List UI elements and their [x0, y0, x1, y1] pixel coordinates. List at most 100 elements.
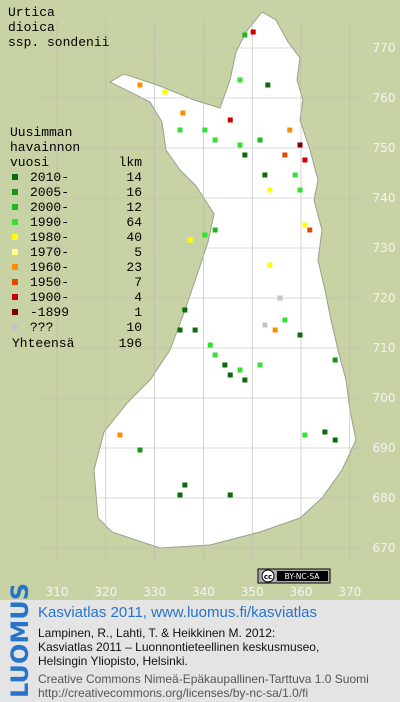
- badge-text: BY-NC-SA: [285, 572, 321, 581]
- legend-total: 196: [119, 336, 142, 351]
- license-line: Creative Commons Nimeä-Epäkaupallinen-Ta…: [38, 672, 369, 686]
- y-tick-label: 740: [373, 191, 396, 205]
- badge-band: [277, 571, 328, 581]
- legend-heading: Uusimman: [10, 125, 72, 140]
- observation: [267, 187, 273, 193]
- observation: [302, 432, 308, 438]
- observation: [187, 237, 193, 243]
- legend-label: 2000-: [30, 200, 69, 215]
- observation: [192, 327, 198, 333]
- observation: [332, 437, 338, 443]
- legend-count: 5: [134, 245, 142, 260]
- observation: [212, 352, 218, 358]
- citation-line: Kasviatlas 2011 – Luonnontieteellinen ke…: [38, 640, 319, 654]
- legend-count: 7: [134, 275, 142, 290]
- badge-cc: cc: [264, 573, 272, 581]
- observation: [237, 142, 243, 148]
- y-tick-label: 710: [373, 341, 396, 355]
- y-tick-label: 670: [373, 541, 396, 555]
- legend-count: 1: [134, 305, 142, 320]
- legend-swatch: [12, 189, 18, 195]
- x-tick-label: 360: [290, 585, 313, 599]
- observation: [257, 137, 263, 143]
- legend-label: ???: [30, 320, 53, 335]
- observation: [242, 32, 248, 38]
- observation: [322, 429, 328, 435]
- y-tick-label: 690: [373, 441, 396, 455]
- legend-heading: vuosi: [10, 155, 49, 170]
- observation: [182, 307, 188, 313]
- observation: [272, 327, 278, 333]
- observation: [227, 117, 233, 123]
- observation: [302, 222, 308, 228]
- observation: [177, 327, 183, 333]
- observation: [182, 482, 188, 488]
- observation: [262, 172, 268, 178]
- observation: [137, 447, 143, 453]
- observation: [282, 317, 288, 323]
- observation: [262, 322, 268, 328]
- legend-heading: havainnon: [10, 140, 80, 155]
- species-line: ssp. sondenii: [8, 35, 110, 50]
- legend-swatch: [12, 294, 18, 300]
- legend-swatch: [12, 324, 18, 330]
- x-tick-label: 340: [192, 585, 215, 599]
- legend-label: 2010-: [30, 170, 69, 185]
- legend-count: 4: [134, 290, 142, 305]
- observation: [265, 82, 271, 88]
- legend-label: -1899: [30, 305, 69, 320]
- y-tick-label: 730: [373, 241, 396, 255]
- observation: [287, 127, 293, 133]
- observation: [177, 127, 183, 133]
- headline: Kasviatlas 2011, www.luomus.fi/kasviatla…: [38, 604, 317, 621]
- observation: [277, 295, 283, 301]
- legend-count: 14: [126, 170, 142, 185]
- observation: [250, 29, 256, 35]
- legend-count: 16: [126, 185, 142, 200]
- y-tick-label: 750: [373, 141, 396, 155]
- observation: [297, 332, 303, 338]
- brand: LUOMUS: [6, 583, 34, 698]
- x-tick-label: 330: [143, 585, 166, 599]
- legend-label: 1970-: [30, 245, 69, 260]
- observation: [202, 232, 208, 238]
- observation: [332, 357, 338, 363]
- species-line: dioica: [8, 20, 55, 35]
- observation: [297, 142, 303, 148]
- observation: [237, 77, 243, 83]
- y-tick-label: 720: [373, 291, 396, 305]
- observation: [282, 152, 288, 158]
- legend-count: 64: [126, 215, 142, 230]
- legend-swatch: [12, 249, 18, 255]
- observation: [137, 82, 143, 88]
- legend-label: 1960-: [30, 260, 69, 275]
- observation: [207, 342, 213, 348]
- legend-swatch: [12, 309, 18, 315]
- x-tick-label: 310: [46, 585, 69, 599]
- x-tick-label: 320: [94, 585, 117, 599]
- observation: [202, 127, 208, 133]
- y-tick-label: 760: [373, 91, 396, 105]
- legend-swatch: [12, 174, 18, 180]
- legend-count: 12: [126, 200, 142, 215]
- finland-outline: [93, 11, 357, 549]
- y-tick-label: 770: [373, 41, 396, 55]
- observation: [237, 367, 243, 373]
- legend-label: 1950-: [30, 275, 69, 290]
- species-line: Urtica: [8, 5, 55, 20]
- badge-icon: [261, 569, 275, 583]
- legend-label: 1990-: [30, 215, 69, 230]
- observation: [257, 362, 263, 368]
- legend-total-label: Yhteensä: [12, 336, 75, 351]
- observation: [267, 262, 273, 268]
- y-tick-label: 700: [373, 391, 396, 405]
- observation: [242, 152, 248, 158]
- legend-count: 40: [126, 230, 142, 245]
- legend-label: 1900-: [30, 290, 69, 305]
- legend-swatch: [12, 219, 18, 225]
- x-tick-label: 350: [241, 585, 264, 599]
- legend-swatch: [12, 279, 18, 285]
- legend-swatch: [12, 204, 18, 210]
- observation: [222, 362, 228, 368]
